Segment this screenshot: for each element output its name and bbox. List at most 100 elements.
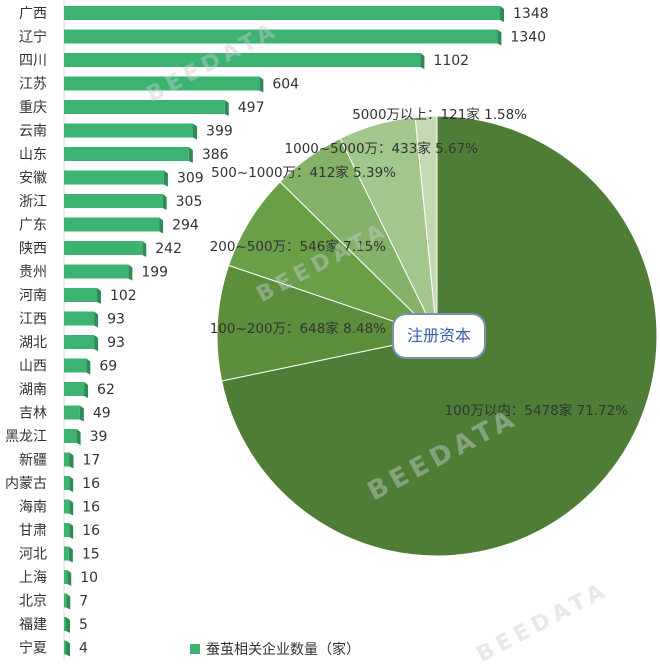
bar	[64, 405, 80, 420]
bar-value-label: 16	[82, 500, 100, 516]
bar-side	[193, 123, 198, 140]
bar	[64, 264, 129, 279]
bar-category-label: 河南	[19, 288, 47, 304]
bar-category-label: 江西	[19, 312, 47, 328]
bar	[64, 53, 421, 67]
bar-category-label: 湖北	[19, 335, 47, 351]
bar-value-label: 7	[79, 594, 88, 610]
bar-category-label: 北京	[19, 594, 47, 610]
bar-value-label: 242	[155, 241, 182, 257]
bar-category-label: 安徽	[19, 171, 47, 187]
pie-center-label: 注册资本	[392, 313, 486, 359]
bar	[64, 476, 70, 490]
bar	[64, 382, 85, 396]
bar	[64, 358, 87, 373]
bar-category-label: 江苏	[19, 77, 47, 93]
bar	[64, 100, 225, 114]
bar	[64, 194, 163, 208]
bar-value-label: 1102	[433, 53, 469, 69]
bar-side	[84, 382, 89, 398]
bar-category-label: 黑龙江	[5, 429, 47, 445]
bar-value-label: 93	[107, 312, 125, 328]
bar-value-label: 10	[80, 570, 98, 586]
bar-value-label: 4	[79, 641, 88, 657]
bar	[64, 123, 194, 138]
bar-value-label: 604	[272, 77, 299, 93]
bar-side	[67, 570, 72, 586]
bar-side	[500, 6, 504, 22]
bar-value-label: 17	[82, 453, 100, 469]
bar-category-label: 广东	[19, 218, 47, 234]
bar-value-label: 305	[176, 194, 203, 210]
bar-side	[159, 217, 164, 234]
bar-category-label: 广西	[19, 6, 47, 22]
bar-category-label: 四川	[19, 53, 47, 69]
pie-slice-label: 100~200万：648家 8.48%	[210, 320, 386, 337]
bar-side	[497, 29, 502, 46]
bar-value-label: 5	[79, 617, 88, 633]
bar-value-label: 102	[110, 288, 137, 304]
bar-side	[420, 53, 425, 69]
legend-label: 蚕茧相关企业数量（家）	[206, 642, 360, 658]
bar	[64, 546, 69, 561]
bar	[64, 147, 189, 161]
pie-slice-label: 5000万以上：121家 1.58%	[352, 106, 527, 123]
bar	[64, 523, 70, 537]
bar-side	[86, 358, 91, 375]
bar-category-label: 陕西	[19, 241, 47, 257]
bar	[64, 170, 164, 185]
bar-side	[163, 170, 168, 187]
bar-value-label: 294	[172, 218, 199, 234]
bar-category-label: 福建	[19, 617, 47, 633]
pie-slice-label: 100万以内：5478家 71.72%	[445, 402, 629, 419]
bar-side	[69, 476, 74, 492]
bar	[64, 29, 498, 44]
bar-category-label: 云南	[19, 124, 47, 140]
bar	[64, 452, 70, 467]
bar	[64, 640, 66, 655]
bar-side	[259, 76, 264, 93]
bar	[64, 76, 260, 91]
bar	[64, 288, 97, 302]
bar-legend: 蚕茧相关企业数量（家）	[190, 639, 360, 659]
bar-value-label: 16	[82, 476, 100, 492]
bar	[64, 593, 67, 608]
bar-side	[94, 311, 99, 328]
pie-slice-label: 500~1000万：412家 5.39%	[211, 164, 396, 181]
bar	[64, 241, 143, 255]
bar-category-label: 甘肃	[19, 523, 47, 539]
bar-value-label: 62	[97, 382, 115, 398]
bar-side	[96, 288, 101, 304]
bar-category-label: 浙江	[19, 194, 47, 210]
bar-value-label: 1340	[510, 30, 546, 46]
bar	[64, 499, 70, 514]
pie-slice	[414, 115, 438, 337]
bar	[64, 311, 95, 326]
bar	[64, 429, 77, 443]
pie-chart: 100万以内：5478家 71.72% 100~200万：648家 8.48% 20…	[210, 106, 658, 557]
legend-swatch	[190, 644, 200, 654]
bar	[64, 6, 500, 20]
bar-category-label: 内蒙古	[5, 476, 47, 492]
bar-category-label: 山东	[19, 147, 47, 163]
bar-value-label: 386	[202, 147, 229, 163]
bar-side	[68, 546, 73, 563]
bar-value-label: 309	[177, 171, 204, 187]
bar-category-label: 上海	[19, 570, 47, 586]
bar-value-label: 49	[93, 406, 111, 422]
bar-side	[142, 241, 147, 257]
bar-category-label: 重庆	[19, 100, 47, 116]
bar	[64, 570, 68, 584]
bar-value-label: 199	[141, 265, 168, 281]
bar-side	[66, 617, 70, 633]
bar	[64, 335, 95, 349]
bar-category-label: 贵州	[19, 265, 47, 281]
bar-category-label: 辽宁	[19, 29, 47, 46]
bar-category-label: 吉林	[19, 406, 47, 422]
pie-slice-label: 200~500万：546家 7.15%	[210, 238, 386, 255]
bar-category-label: 湖南	[19, 382, 47, 398]
bar-category-label: 海南	[19, 500, 47, 516]
bar-side	[79, 405, 84, 422]
